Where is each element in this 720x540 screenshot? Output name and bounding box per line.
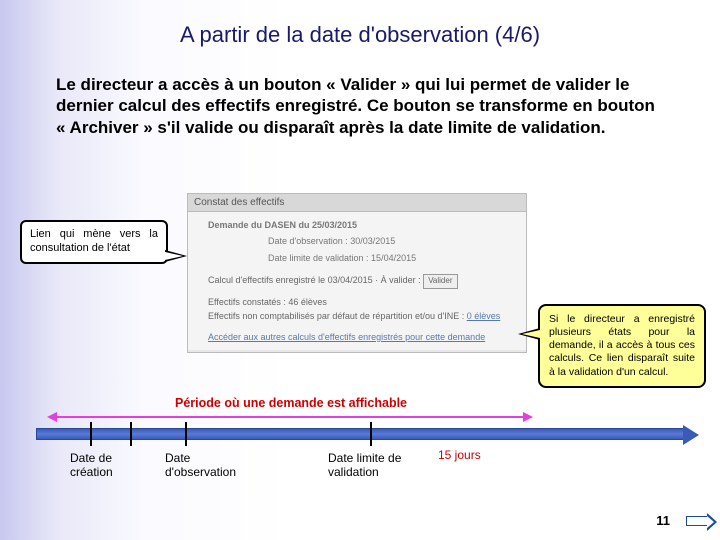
timeline-tick bbox=[185, 422, 187, 446]
timeline-label: Dated'observation bbox=[165, 452, 236, 480]
screenshot-eff-2: Effectifs non comptabilisés par défaut d… bbox=[208, 309, 506, 323]
page-number: 11 bbox=[656, 513, 670, 528]
period-label: Période où une demande est affichable bbox=[175, 396, 407, 410]
embedded-screenshot: Constat des effectifs Demande du DASEN d… bbox=[187, 193, 527, 353]
screenshot-subtitle-3: Date limite de validation : 15/04/2015 bbox=[208, 251, 506, 265]
screenshot-header: Constat des effectifs bbox=[188, 194, 526, 212]
callout-right-pointer bbox=[518, 328, 540, 340]
timeline-tick bbox=[90, 422, 92, 446]
screenshot-eff-1: Effectifs constatés : 46 élèves bbox=[208, 295, 506, 309]
timeline-bar bbox=[36, 428, 686, 440]
timeline-label: Date limite devalidation bbox=[328, 452, 401, 480]
validate-button[interactable]: Valider bbox=[423, 274, 457, 289]
period-double-arrow bbox=[55, 416, 525, 418]
callout-left: Lien qui mène vers la consultation de l'… bbox=[20, 220, 168, 264]
zero-students-link[interactable]: 0 élèves bbox=[467, 311, 501, 321]
screenshot-calc-line: Calcul d'effectifs enregistré le 03/04/2… bbox=[208, 273, 506, 289]
screenshot-subtitle-1: Demande du DASEN du 25/03/2015 bbox=[208, 218, 506, 232]
timeline-days-label: 15 jours bbox=[438, 448, 481, 462]
timeline-tick bbox=[130, 422, 132, 446]
page-title: A partir de la date d'observation (4/6) bbox=[0, 0, 720, 48]
timeline-tick bbox=[370, 422, 372, 446]
intro-text: Le directeur a accès à un bouton « Valid… bbox=[56, 74, 664, 138]
callout-right: Si le directeur a enregistré plusieurs é… bbox=[538, 304, 706, 388]
next-page-arrow-icon[interactable] bbox=[686, 516, 708, 526]
callout-left-pointer bbox=[165, 250, 187, 262]
screenshot-subtitle-2: Date d'observation : 30/03/2015 bbox=[208, 234, 506, 248]
timeline-label: Date decréation bbox=[70, 452, 113, 480]
other-calculations-link[interactable]: Accéder aux autres calculs d'effectifs e… bbox=[208, 330, 506, 344]
